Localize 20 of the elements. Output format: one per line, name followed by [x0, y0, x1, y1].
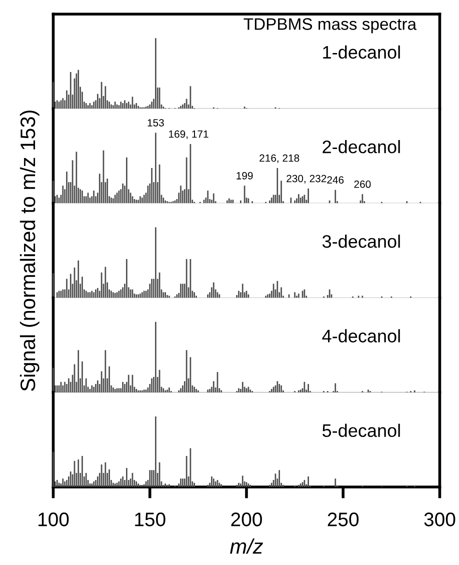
- annotation: 216, 218: [260, 154, 300, 163]
- x-tick-label: 150: [135, 512, 166, 526]
- y-axis-title: Signal (normalized to m/z 153): [20, 110, 40, 391]
- annotation: 230, 232: [286, 174, 326, 184]
- text: 1-decanol: [323, 45, 400, 59]
- annotation: 153: [148, 119, 164, 126]
- annotation: 260: [354, 180, 371, 188]
- text: 3-decanol: [322, 234, 400, 248]
- annotation: 246: [327, 176, 344, 184]
- x-tick-label: 300: [424, 512, 456, 526]
- chart-title: TDPBMS mass spectra: [244, 18, 417, 34]
- text: 4-decanol: [322, 329, 400, 342]
- x-tick-label: 100: [38, 512, 69, 526]
- x-tick-label: 250: [328, 512, 359, 526]
- text: 5-decanol: [322, 424, 400, 438]
- text: 2-decanol: [322, 140, 400, 154]
- annotation: 199: [236, 172, 253, 180]
- x-tick-label: 200: [231, 512, 262, 526]
- annotation: 169, 171: [169, 130, 208, 139]
- x-axis-title: m/z: [230, 538, 263, 554]
